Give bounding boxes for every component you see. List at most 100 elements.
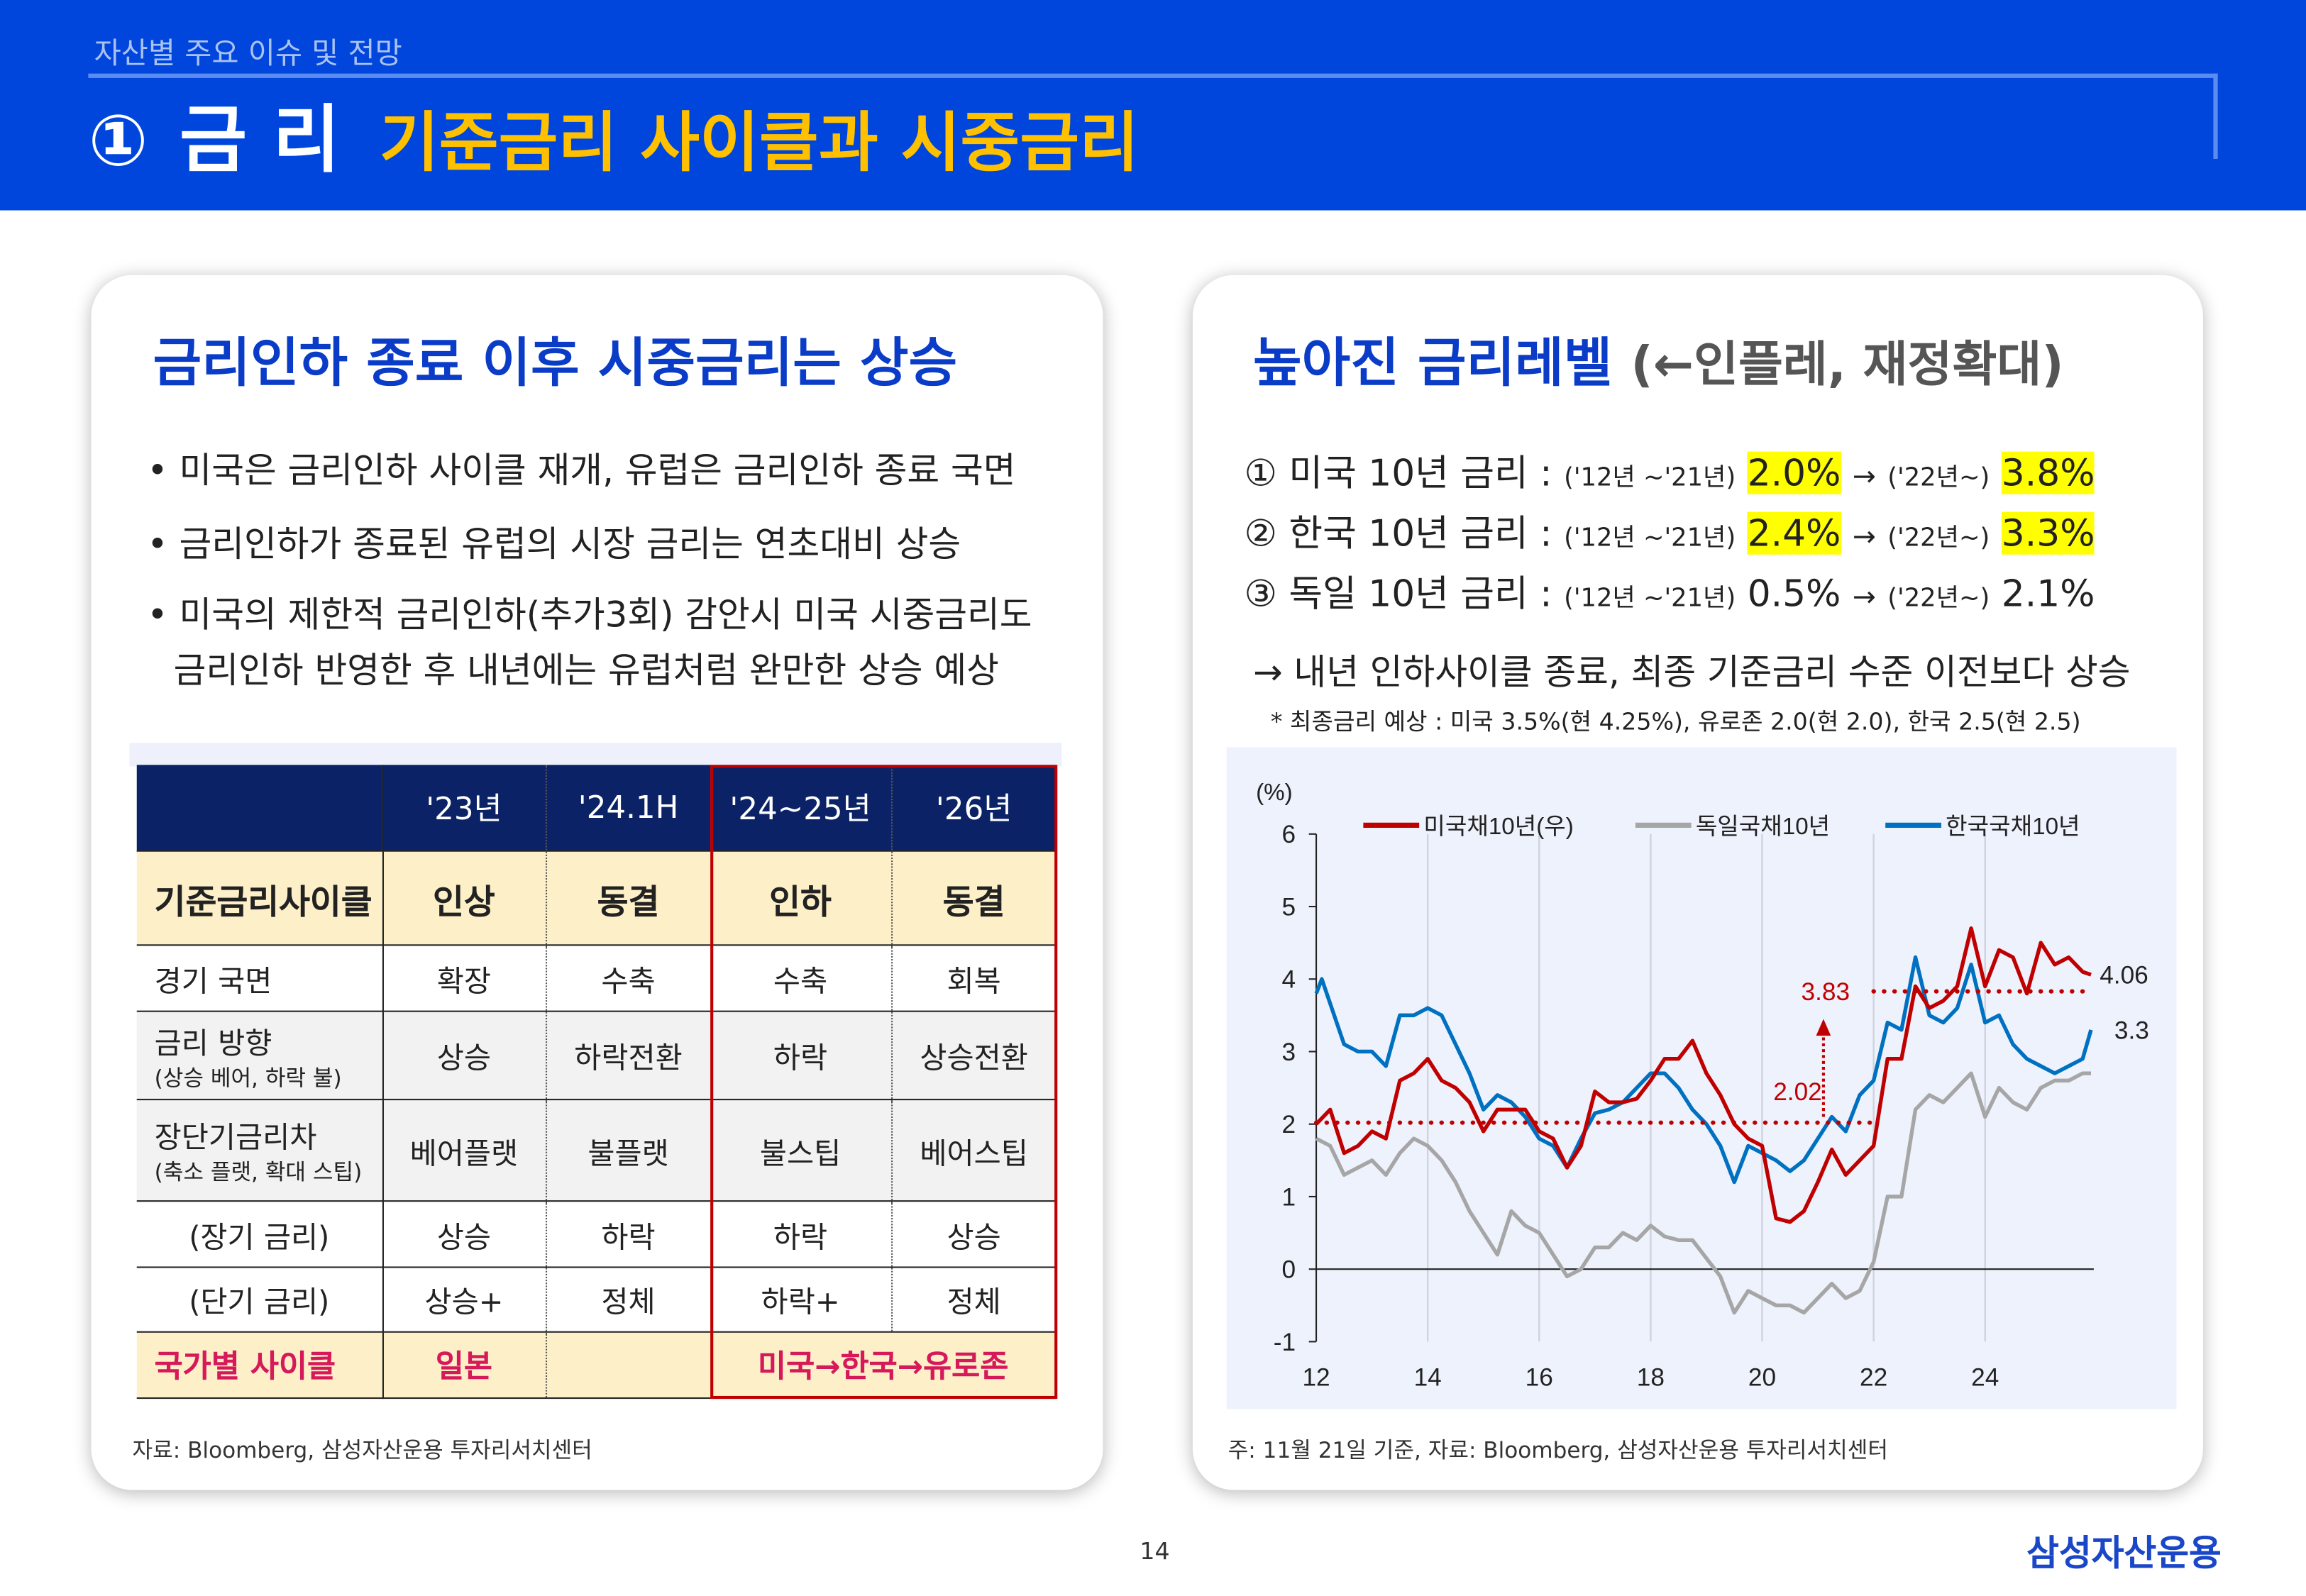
table-cell: 인하: [710, 850, 893, 946]
period-2: ('22년~): [1887, 523, 1990, 553]
bullet-mark: •: [147, 450, 168, 492]
row-label: (단기 금리): [136, 1267, 383, 1333]
bullet-text: 미국의 제한적 금리인하(추가3회) 감안시 미국 시중금리도: [179, 594, 1032, 636]
rate-line: ① 미국 10년 금리 : ('12년 ~'21년) 2.0% → ('22년~…: [1245, 444, 2095, 497]
arrow-up-icon: [1816, 1019, 1831, 1036]
section-number: ①: [88, 100, 148, 183]
table-row: 경기 국면 확장 수축 수축 회복: [136, 945, 1057, 1012]
bullet-3-cont: 금리인하 반영한 후 내년에는 유럽처럼 완만한 상승 예상: [173, 650, 999, 692]
rate-label: ① 미국 10년 금리 :: [1244, 451, 1552, 494]
topic-title: 금 리: [179, 96, 341, 183]
column-header: '24~25년: [710, 765, 893, 852]
left-source: 자료: Bloomberg, 삼성자산운용 투자리서치센터: [132, 1437, 592, 1464]
end-label: 4.06: [2100, 962, 2148, 990]
x-tick-label: 22: [1860, 1364, 1887, 1392]
column-header: '23년: [382, 765, 547, 852]
table-cell: 하락: [710, 1011, 893, 1101]
row-label: 경기 국면: [136, 945, 383, 1012]
right-note: 주: 11월 21일 기준, 자료: Bloomberg, 삼성자산운용 투자리…: [1228, 1437, 1888, 1464]
arrow-icon: →: [1852, 521, 1876, 553]
x-tick-label: 18: [1637, 1364, 1665, 1392]
bullet-text: 금리인하가 종료된 유럽의 시장 금리는 연초대비 상승: [179, 523, 961, 565]
table-cell: 베어플랫: [382, 1099, 547, 1202]
table-cell: 불플랫: [545, 1099, 711, 1202]
rate-line: ③ 독일 10년 금리 : ('12년 ~'21년) 0.5% → ('22년~…: [1245, 565, 2095, 618]
y-axis-unit: (%): [1256, 780, 1293, 806]
y-tick-label: 4: [1281, 966, 1296, 994]
table-cell: 정체: [891, 1267, 1057, 1333]
rate-value-2: 3.8%: [2001, 451, 2095, 494]
footnote: * 최종금리 예상 : 미국 3.5%(현 4.25%), 유로존 2.0(현 …: [1270, 707, 2081, 736]
table-cell: 회복: [891, 945, 1057, 1012]
row-label: 국가별 사이클: [136, 1331, 383, 1400]
x-tick-label: 16: [1526, 1364, 1553, 1392]
right-card-title: 높아진 금리레벨 (←인플레, 재정확대): [1253, 321, 2064, 397]
table-row: 기준금리사이클 인상 동결 인하 동결: [136, 850, 1057, 946]
table-cell: 미국→한국→유로존: [710, 1331, 1057, 1400]
conclusion: → 내년 인하사이클 종료, 최종 기준금리 수준 이전보다 상승: [1252, 651, 2131, 693]
reference-label: 2.02: [1773, 1078, 1822, 1106]
rate-value-1: 2.4%: [1747, 511, 1841, 555]
table-cell: 불스팁: [710, 1099, 893, 1202]
y-tick-label: 3: [1281, 1038, 1296, 1066]
x-tick-label: 14: [1414, 1364, 1442, 1392]
yield-chart: 12 14 16 18 20 22 24 6 5 4 3 2 1 0 -1 (%) 미국채10년(우) 독일국채1…: [1256, 780, 2149, 1392]
table-cell: 하락: [710, 1201, 893, 1268]
row-label: 기준금리사이클: [136, 850, 383, 946]
reference-label: 3.83: [1801, 978, 1850, 1006]
rate-value-1: 2.0%: [1747, 451, 1841, 494]
column-header: [136, 765, 383, 852]
rate-value-2: 3.3%: [2001, 511, 2095, 555]
company-logo: 삼성자산운용: [2026, 1532, 2222, 1574]
section-label: 자산별 주요 이슈 및 전망: [94, 35, 402, 71]
table-cell: 상승+: [382, 1267, 547, 1333]
series-line-0: [1315, 926, 2092, 1224]
rate-label: ③ 독일 10년 금리 :: [1244, 572, 1552, 615]
period-2: ('22년~): [1887, 584, 1990, 614]
header-divider-end: [2213, 73, 2218, 159]
header-divider: [88, 73, 2218, 78]
table-cell: 상승: [891, 1201, 1057, 1268]
period-1: ('12년 ~'21년): [1564, 523, 1736, 553]
headline: 기준금리 사이클과 시중금리: [379, 106, 1140, 182]
bullet-2: • 금리인하가 종료된 유럽의 시장 금리는 연초대비 상승: [147, 515, 961, 567]
period-1: ('12년 ~'21년): [1564, 584, 1736, 614]
table-cell: 동결: [891, 850, 1057, 946]
forecast-highlight-box: [710, 765, 1058, 1400]
rate-value-1: 0.5%: [1747, 572, 1841, 615]
table-row: 장단기금리차 (축소 플랫, 확대 스팁) 베어플랫 불플랫 불스팁 베어스팁: [136, 1099, 1057, 1202]
column-header: '24.1H: [545, 765, 711, 852]
header-bar: 자산별 주요 이슈 및 전망 ① 금 리 기준금리 사이클과 시중금리: [0, 0, 2306, 211]
title-paren: (←인플레, 재정확대): [1631, 335, 2064, 393]
row-label: 장단기금리차 (축소 플랫, 확대 스팁): [136, 1099, 383, 1202]
y-tick-label: 2: [1281, 1111, 1296, 1138]
legend-label: 한국국채10년: [1946, 814, 2080, 840]
legend-label: 미국채10년(우): [1423, 814, 1573, 840]
table-cell: 수축: [545, 945, 711, 1012]
arrow-icon: →: [1852, 581, 1876, 614]
rate-line: ② 한국 10년 금리 : ('12년 ~'21년) 2.4% → ('22년~…: [1245, 504, 2095, 558]
table-header-row: '23년 '24.1H '24~25년 '26년: [136, 765, 1057, 852]
period-1: ('12년 ~'21년): [1564, 463, 1736, 493]
legend-label: 독일국채10년: [1696, 814, 1830, 840]
table-cell: 베어스팁: [891, 1099, 1057, 1202]
arrow-icon: →: [1852, 460, 1876, 493]
row-label-sub: (상승 베어, 하락 불): [154, 1064, 342, 1091]
column-header: '26년: [891, 765, 1057, 852]
row-label-main: 장단기금리차: [154, 1119, 317, 1155]
y-tick-label: 5: [1281, 893, 1296, 921]
table-cell: 일본: [382, 1331, 547, 1400]
table-row: (단기 금리) 상승+ 정체 하락+ 정체: [136, 1267, 1057, 1333]
bullet-mark: •: [147, 594, 168, 636]
row-label-sub: (축소 플랫, 확대 스팁): [154, 1159, 363, 1186]
series-line-2: [1314, 955, 2093, 1185]
table-cell: 동결: [545, 850, 711, 946]
table-cell: 상승전환: [891, 1011, 1057, 1101]
table-cell: 수축: [710, 945, 893, 1012]
x-tick-label: 12: [1302, 1364, 1330, 1392]
bullet-3: • 미국의 제한적 금리인하(추가3회) 감안시 미국 시중금리도: [147, 585, 1032, 637]
row-label: 금리 방향 (상승 베어, 하락 불): [136, 1011, 383, 1101]
table-cell: 하락전환: [545, 1011, 711, 1101]
table-cell: 정체: [545, 1267, 711, 1333]
